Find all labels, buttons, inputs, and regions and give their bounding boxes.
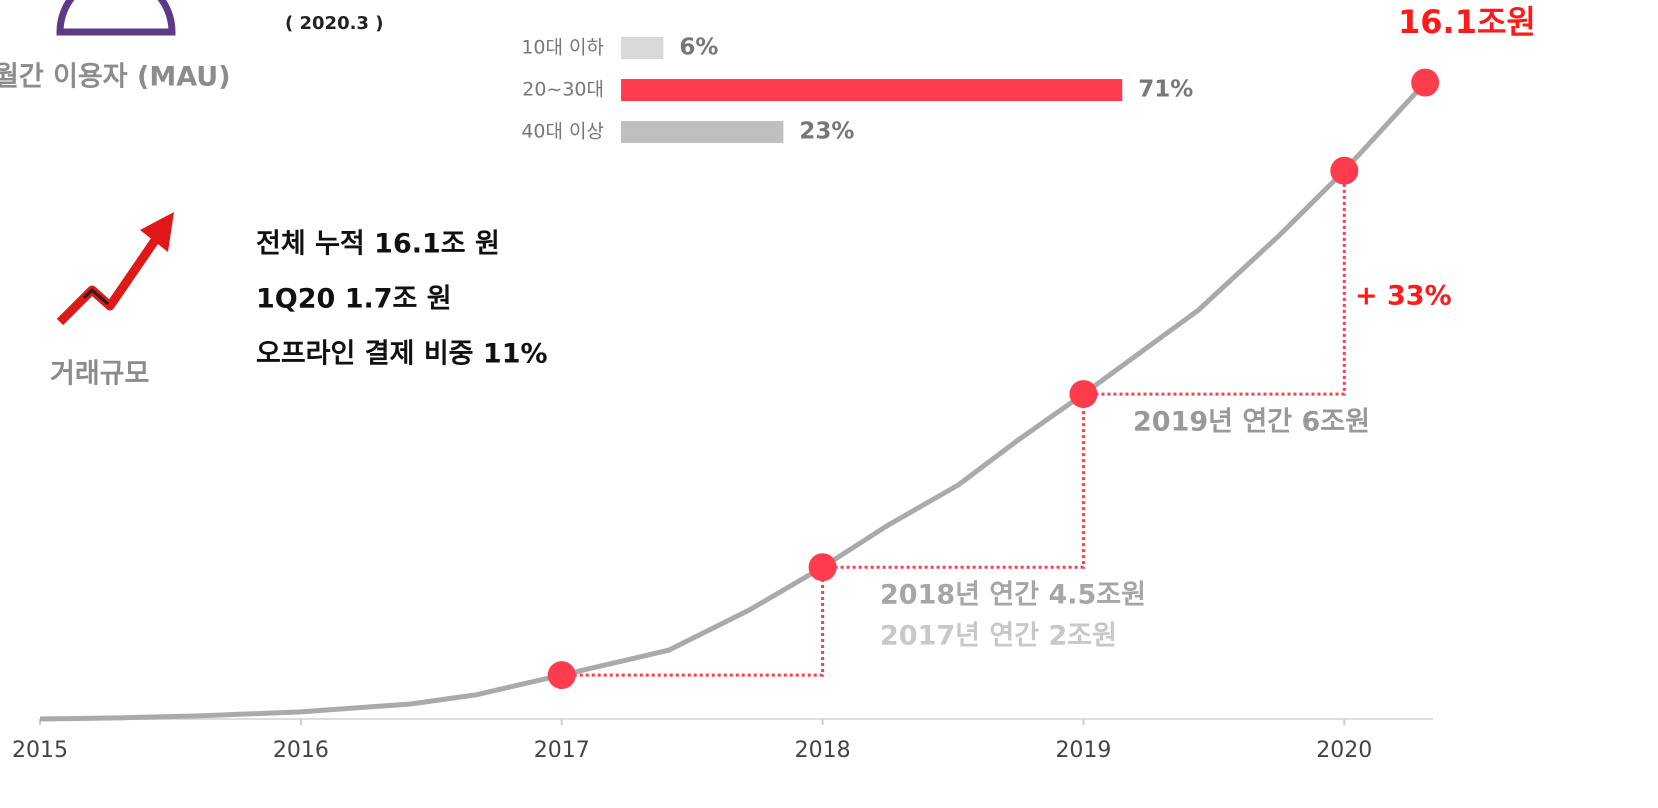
- date-label: ( 2020.3 ): [285, 13, 383, 34]
- x-tick-label: 2019: [1055, 738, 1111, 763]
- category-label: 20~30대: [522, 79, 604, 101]
- annotation: 2017년 연간 2조원: [880, 621, 1117, 652]
- bar: [621, 79, 1123, 101]
- mau-icon: [56, 0, 176, 36]
- marker: [1069, 380, 1098, 409]
- summary-label: 거래규모: [50, 359, 149, 390]
- x-tick-label: 2016: [273, 738, 329, 763]
- summary-line: 오프라인 결제 비중 11%: [256, 339, 548, 370]
- summary-line: 전체 누적 16.1조 원: [256, 229, 500, 260]
- bar: [621, 37, 664, 59]
- trend-icon: [56, 212, 174, 326]
- value-label: 6%: [679, 35, 718, 61]
- marker: [808, 553, 837, 582]
- mau-label: 월간 이용자 (MAU): [0, 62, 231, 93]
- value-label: 23%: [799, 119, 854, 145]
- annotation: 16.1조원: [1398, 3, 1536, 41]
- marker: [1411, 68, 1440, 97]
- x-tick-label: 2017: [534, 738, 590, 763]
- line: [39, 80, 1428, 722]
- annotation: + 33%: [1355, 281, 1452, 312]
- step-guide: [1083, 170, 1346, 396]
- bar: [621, 121, 784, 143]
- annotation: 2019년 연간 6조원: [1133, 407, 1370, 438]
- x-tick-label: 2020: [1316, 738, 1372, 763]
- marker: [1330, 156, 1359, 185]
- step-guide: [561, 567, 825, 677]
- annotation: 2018년 연간 4.5조원: [880, 580, 1146, 611]
- value-label: 71%: [1138, 77, 1193, 103]
- category-label: 40대 이상: [521, 121, 604, 143]
- x-tick-label: 2015: [12, 738, 68, 763]
- category-label: 10대 이하: [521, 37, 604, 59]
- x-tick-label: 2018: [795, 738, 851, 763]
- marker: [547, 661, 576, 690]
- summary-line: 1Q20 1.7조 원: [256, 284, 452, 315]
- step-guide: [822, 394, 1085, 569]
